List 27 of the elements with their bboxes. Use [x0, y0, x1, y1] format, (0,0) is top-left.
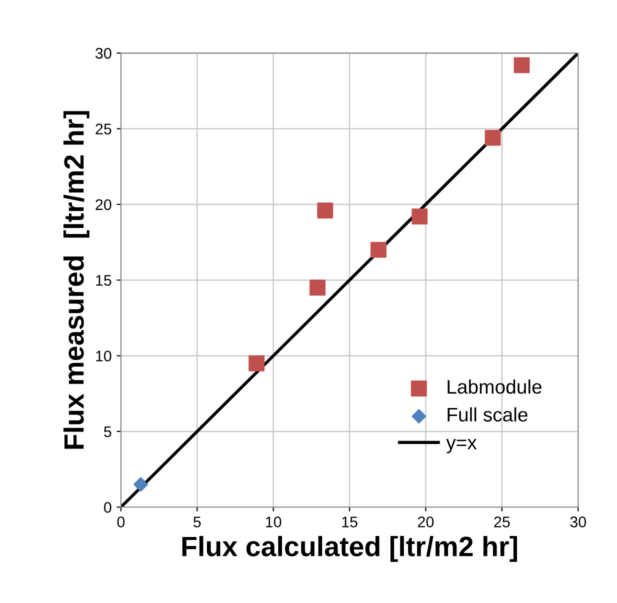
x-tick-label: 20	[418, 516, 434, 528]
point	[310, 280, 326, 296]
y-tick-label: 15	[96, 275, 112, 286]
y-tick-label: 25	[96, 124, 112, 134]
x-tick-label: 25	[494, 516, 510, 528]
x-tick-label: 10	[266, 516, 282, 528]
legend-label: Full scale	[448, 407, 528, 422]
point	[412, 208, 428, 225]
x-tick-label: 0	[117, 516, 125, 528]
y-tick-label: 20	[96, 199, 112, 210]
point	[370, 242, 386, 258]
point	[133, 477, 148, 492]
point	[317, 202, 334, 218]
legend-label: Labmodule	[448, 379, 542, 394]
x-axis-title: Flux calculated [ltr/m2 hr]	[182, 536, 518, 562]
point	[484, 130, 501, 146]
point	[514, 57, 530, 74]
y-axis-title: Flux measured [ltr/m2 hr]	[63, 111, 90, 449]
x-tick-label: 30	[570, 516, 586, 528]
legend-label: y=x	[446, 438, 477, 454]
x-tick-label: 15	[342, 516, 358, 528]
y-tick-label: 5	[104, 426, 112, 438]
y-tick-label: 30	[95, 48, 112, 59]
y-tick-label: 10	[96, 350, 112, 362]
point	[248, 355, 265, 372]
x-tick-label: 5	[193, 516, 201, 528]
y-tick-label: 0	[104, 502, 112, 513]
